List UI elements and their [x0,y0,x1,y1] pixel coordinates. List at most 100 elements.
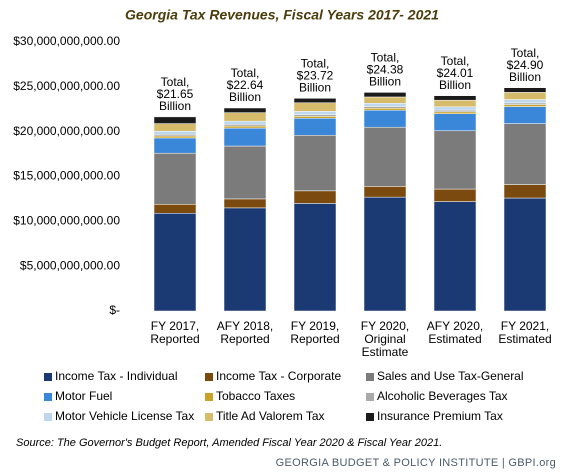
bar-segment [223,207,267,312]
x-tick-label: Reported [290,332,339,346]
bar-segment [503,106,547,124]
bar-segment [223,124,267,127]
bar-segment [503,99,547,104]
bar-segment [223,145,267,200]
bar-segment [363,96,407,104]
bar-segment [153,137,197,154]
total-label: $24.01 [437,66,474,80]
legend-label: Tobacco Taxes [216,389,295,403]
bar-segment [433,113,477,132]
bar-segment [223,120,267,125]
bar-segment [433,106,477,111]
bar-segment [293,116,337,119]
x-tick-label: Estimated [428,332,481,346]
bar-segment [363,108,407,111]
legend-swatch [366,393,374,401]
x-tick-label: Original [364,332,405,346]
total-label: Billion [369,75,401,89]
x-tick-label: Estimated [498,332,551,346]
legend-label: Motor Fuel [55,389,112,403]
x-tick-label: FY 2017, [151,319,199,333]
legend-label: Income Tax - Individual [55,369,178,383]
y-tick-label: $- [109,303,120,317]
bar-segment [293,102,337,112]
bar-segment [433,99,477,108]
bar-segment [503,104,547,107]
legend-swatch [44,393,52,401]
total-label: Total, [371,51,400,65]
bar-segment [153,123,197,132]
bar-segment [363,196,407,312]
total-label: Total, [511,46,540,60]
legend-swatch [205,393,213,401]
bar-segment [223,125,267,129]
x-tick-label: AFY 2018, [217,319,273,333]
legend-label: Title Ad Valorem Tax [216,409,325,423]
bar-segment [363,109,407,128]
bar-segment [223,112,267,122]
x-tick-label: Reported [220,332,269,346]
total-label: Billion [229,90,261,104]
bar-segment [153,116,197,124]
legend-swatch [366,413,374,421]
bar-segment [223,198,267,209]
bar-segment [363,186,407,198]
bar-segment [293,135,337,192]
legend-swatch [366,373,374,381]
total-label: Billion [439,78,471,92]
bar-segment [363,92,407,98]
bar-segment [363,106,407,109]
bar-segment [293,117,337,136]
bar-segment [293,190,337,204]
x-tick-label: Reported [150,332,199,346]
y-tick-label: $20,000,000,000.00 [13,124,120,138]
total-label: Total, [441,54,470,68]
total-label: $22.64 [227,78,264,92]
bar-segment [433,188,477,202]
bar-segment [433,111,477,114]
x-tick-label: AFY 2020, [427,319,483,333]
x-tick-label: FY 2020, [361,319,409,333]
legend-label: Insurance Premium Tax [377,409,503,423]
bar-segment [223,107,267,113]
legend-label: Motor Vehicle License Tax [55,409,194,423]
bar-segment [503,197,547,312]
x-tick-label: FY 2021, [501,319,549,333]
bar-segment [293,203,337,312]
legend-swatch [44,373,52,381]
source: Source: The Governor's Budget Report, Am… [16,437,442,449]
bar-segment [433,109,477,113]
bar-segment [503,92,547,100]
bar-segment [433,95,477,101]
total-label: $24.38 [367,63,404,77]
y-tick-label: $15,000,000,000.00 [13,169,120,183]
bar-segment [503,184,547,199]
x-tick-label: Estimate [362,345,409,359]
footer: GEORGIA BUDGET & POLICY INSTITUTE | GBPI… [276,457,556,469]
bar-segment [363,126,407,187]
total-label: Total, [161,75,190,89]
total-label: $24.90 [507,58,544,72]
bar-segment [153,152,197,205]
bar-segment [433,201,477,312]
bar-segment [153,213,197,312]
bar-segment [153,130,197,135]
bar-segment [503,87,547,93]
y-tick-label: $5,000,000,000.00 [20,258,120,272]
legend-label: Sales and Use Tax-General [377,369,524,383]
legend-label: Alcoholic Beverages Tax [377,389,508,403]
bar-segment [153,134,197,137]
legend-swatch [44,413,52,421]
total-label: Billion [509,70,541,84]
total-label: Total, [231,66,260,80]
bar-segment [293,111,337,115]
legend-swatch [205,413,213,421]
x-tick-label: FY 2019, [291,319,339,333]
legend-label: Income Tax - Corporate [216,369,341,383]
total-label: $21.65 [157,87,194,101]
bar-segment [153,135,197,139]
bar-segment [293,114,337,117]
y-tick-label: $10,000,000,000.00 [13,214,120,228]
bar-segment [503,123,547,185]
